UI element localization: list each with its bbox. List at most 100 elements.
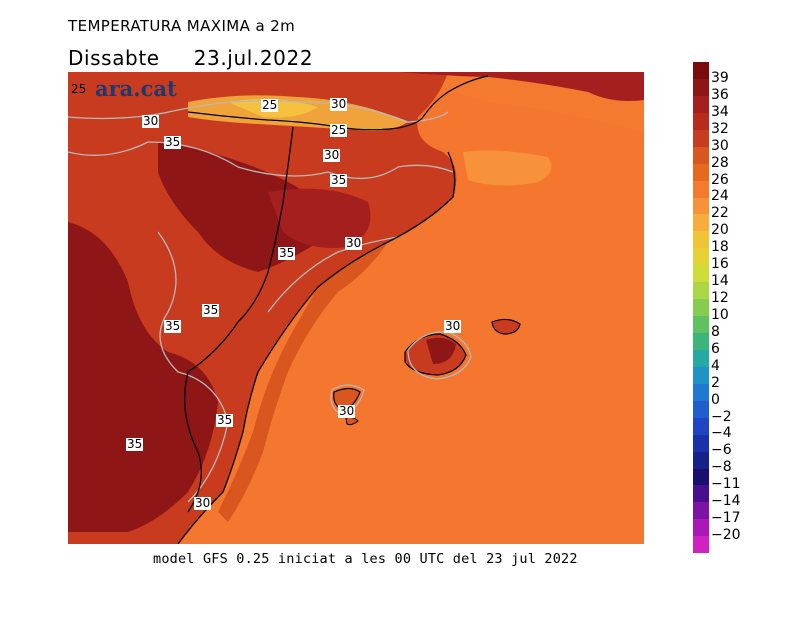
- colorbar: [693, 62, 709, 554]
- contour-label: 30: [338, 404, 356, 418]
- colorbar-tick-label: 20: [711, 222, 729, 239]
- colorbar-segment: [693, 485, 709, 503]
- colorbar-tick-label: 2: [711, 374, 720, 391]
- colorbar-tick-label: −8: [711, 459, 732, 476]
- colorbar-segment: [693, 536, 709, 554]
- colorbar-segment: [693, 180, 709, 198]
- colorbar-segment: [693, 62, 709, 79]
- colorbar-tick-label: −4: [711, 425, 732, 442]
- colorbar-segment: [693, 265, 709, 283]
- date-label: 23.jul.2022: [193, 46, 314, 70]
- contour-label: 35: [278, 246, 296, 260]
- contour-label: 35: [202, 303, 220, 317]
- colorbar-tick-label: 8: [711, 323, 720, 340]
- colorbar-tick-label: 14: [711, 273, 729, 290]
- contour-label: 30: [330, 97, 348, 111]
- colorbar-tick-label: 18: [711, 239, 729, 256]
- map-subtitle: Dissabte 23.jul.2022: [68, 46, 313, 70]
- colorbar-tick-label: 6: [711, 340, 720, 357]
- day-label: Dissabte: [68, 46, 160, 70]
- colorbar-tick-label: −17: [711, 510, 741, 527]
- mallorca-hot-core: [426, 337, 456, 364]
- contour-label: 35: [164, 135, 182, 149]
- country-borders: [177, 75, 489, 544]
- land-very-hot-ebro: [158, 142, 320, 272]
- colorbar-segment: [693, 248, 709, 266]
- colorbar-segment: [693, 299, 709, 317]
- sea-cool-patch: [463, 150, 552, 186]
- colorbar-segment: [693, 129, 709, 147]
- colorbar-segment: [693, 451, 709, 469]
- colorbar-tick-label: 39: [711, 69, 729, 86]
- colorbar-tick-label: 22: [711, 205, 729, 222]
- colorbar-segment: [693, 349, 709, 367]
- contour-35-north: [68, 141, 454, 180]
- colorbar-segment: [693, 112, 709, 130]
- contour-label: 35: [126, 437, 144, 451]
- colorbar-segment: [693, 78, 709, 96]
- colorbar-tick-label: −20: [711, 527, 741, 544]
- brand-contour-label: 25: [71, 82, 87, 96]
- colorbar-tick-label: −6: [711, 442, 732, 459]
- colorbar-tick-label: −11: [711, 476, 741, 493]
- colorbar-tick-label: 0: [711, 391, 720, 408]
- colorbar-tick-label: 34: [711, 103, 729, 120]
- colorbar-tick-label: 24: [711, 188, 729, 205]
- colorbar-segment: [693, 95, 709, 113]
- contour-35-west: [157, 231, 229, 503]
- contour-label: 30: [345, 236, 363, 250]
- colorbar-tick-label: 32: [711, 120, 729, 137]
- france-land: [398, 72, 644, 101]
- map-title: TEMPERATURA MAXIMA a 2m: [68, 17, 296, 35]
- contour-label: 35: [216, 413, 234, 427]
- contour-mallorca: [407, 331, 472, 380]
- contour-label: 30: [444, 319, 462, 333]
- coastline: [177, 151, 456, 544]
- contour-label: 25: [330, 123, 348, 137]
- colorbar-tick-label: 28: [711, 154, 729, 171]
- colorbar-tick-label: 30: [711, 137, 729, 154]
- border-catalonia-aragon: [184, 126, 294, 513]
- contour-label: 30: [142, 114, 160, 128]
- colorbar-segment: [693, 417, 709, 435]
- border-coast-france: [422, 75, 489, 118]
- contour-label: 25: [261, 98, 279, 112]
- colorbar-segment: [693, 231, 709, 249]
- temperature-map: 25 ara.cat 30 25 30 25 35 30 35 30 35 35…: [68, 72, 644, 544]
- menorca: [491, 318, 521, 335]
- colorbar-segment: [693, 214, 709, 232]
- ibiza: [333, 387, 361, 411]
- contour-label: 30: [194, 496, 212, 510]
- colorbar-tick-label: 12: [711, 290, 729, 307]
- colorbar-segment: [693, 163, 709, 181]
- colorbar-tick-label: 4: [711, 357, 720, 374]
- contour-30-coast: [267, 236, 399, 313]
- land-very-hot-sw: [68, 222, 218, 532]
- colorbar-segment: [693, 502, 709, 520]
- colorbar-tick-label: 10: [711, 306, 729, 323]
- colorbar-tick-label: 36: [711, 86, 729, 103]
- colorbar-tick-label: 16: [711, 256, 729, 273]
- colorbar-segment: [693, 366, 709, 384]
- contour-label: 35: [164, 319, 182, 333]
- colorbar-segment: [693, 333, 709, 350]
- map-canvas: [68, 72, 644, 544]
- colorbar-tick-label: 26: [711, 171, 729, 188]
- colorbar-segment: [693, 519, 709, 537]
- land-hot-catalonia: [268, 188, 371, 248]
- contour-label: 35: [330, 173, 348, 187]
- brand-logo: ara.cat: [95, 76, 177, 101]
- colorbar-segment: [693, 400, 709, 418]
- colorbar-segment: [693, 383, 709, 401]
- colorbar-segment: [693, 146, 709, 164]
- land-coastal-mild: [218, 242, 388, 522]
- colorbar-segment: [693, 282, 709, 300]
- colorbar-segment: [693, 434, 709, 452]
- colorbar-tick-label: −2: [711, 408, 732, 425]
- colorbar-segment: [693, 468, 709, 486]
- colorbar-segment: [693, 197, 709, 215]
- colorbar-segment: [693, 316, 709, 333]
- colorbar-tick-label: −14: [711, 493, 741, 510]
- contour-label: 30: [323, 148, 341, 162]
- model-caption: model GFS 0.25 iniciat a les 00 UTC del …: [153, 551, 578, 567]
